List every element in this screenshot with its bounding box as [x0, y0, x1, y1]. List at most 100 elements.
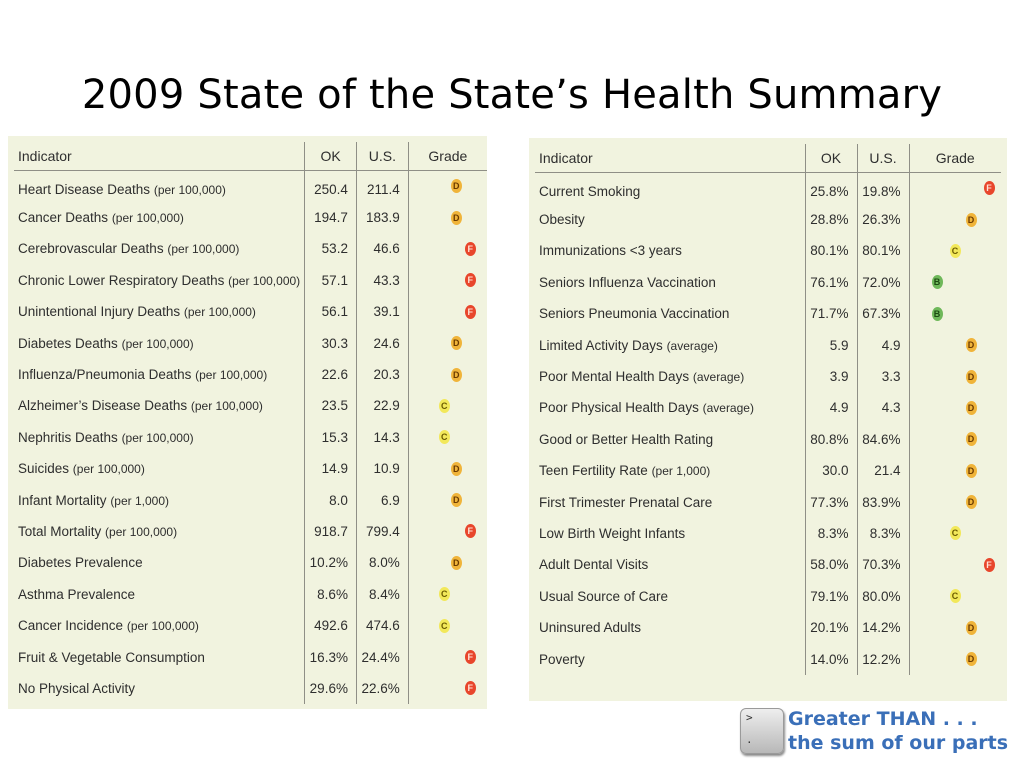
indicator-unit: (per 100,000): [111, 211, 184, 226]
right-indicator-table: Indicator OK U.S. Grade Current Smoking 2…: [535, 144, 1001, 675]
indicator-cell: Asthma Prevalence: [14, 579, 305, 610]
indicator-cell: Chronic Lower Respiratory Deaths (per 10…: [14, 265, 305, 296]
header-ok: OK: [304, 142, 357, 171]
grade-cell: D: [407, 547, 487, 579]
grade-badge-icon: B: [931, 275, 943, 290]
indicator-label: Seniors Pneumonia Vaccination: [539, 306, 730, 322]
table-row: No Physical Activity 29.6% 22.6% F: [14, 672, 487, 705]
header-grade: Grade: [908, 144, 1001, 173]
grade-cell: D: [908, 423, 1001, 456]
grade-cell: F: [908, 549, 1001, 581]
header-us: U.S.: [355, 142, 409, 171]
grade-badge-icon: C: [438, 587, 450, 602]
indicator-label: Fruit & Vegetable Consumption: [18, 649, 205, 665]
greater-than-logo: > . Greater THAN . . . the sum of our pa…: [740, 706, 1020, 762]
indicator-label: Current Smoking: [539, 183, 641, 199]
indicator-label: Diabetes Prevalence: [18, 555, 143, 571]
grade-cell: F: [407, 515, 487, 548]
indicator-label: Obesity: [539, 212, 585, 228]
ok-value: 250.4: [304, 170, 357, 202]
indicator-cell: Obesity: [535, 204, 805, 235]
indicator-cell: Total Mortality (per 100,000): [14, 516, 305, 547]
indicator-label: Poverty: [539, 651, 585, 667]
grade-badge-icon: D: [965, 463, 977, 478]
us-value: 474.6: [355, 609, 409, 642]
indicator-cell: Poverty: [535, 643, 805, 674]
ok-value: 3.9: [804, 360, 857, 393]
ok-value: 15.3: [304, 421, 357, 454]
grade-badge-icon: C: [438, 398, 450, 413]
indicator-cell: Unintentional Injury Deaths (per 100,000…: [14, 296, 305, 327]
ok-value: 25.8%: [804, 172, 857, 204]
indicator-unit: (per 100,000): [183, 305, 256, 320]
indicator-label: Seniors Influenza Vaccination: [539, 274, 716, 290]
indicator-cell: Usual Source of Care: [535, 581, 805, 612]
grade-cell: C: [407, 578, 487, 610]
grade-cell: D: [908, 360, 1001, 393]
indicator-cell: Uninsured Adults: [535, 612, 805, 643]
ok-value: 14.0%: [804, 643, 857, 675]
us-value: 3.3: [856, 360, 909, 393]
indicator-cell: Seniors Influenza Vaccination: [535, 267, 805, 298]
table-row: Low Birth Weight Infants 8.3% 8.3% C: [535, 517, 1001, 550]
us-value: 4.3: [856, 392, 909, 424]
us-value: 4.9: [856, 329, 909, 361]
us-value: 10.9: [355, 453, 409, 485]
header-ok: OK: [804, 144, 857, 173]
indicator-label: Asthma Prevalence: [18, 586, 136, 602]
us-value: 67.3%: [856, 298, 909, 330]
grade-badge-icon: D: [965, 652, 977, 667]
ok-value: 492.6: [304, 609, 357, 642]
indicator-label: Uninsured Adults: [539, 620, 642, 636]
ok-value: 194.7: [304, 201, 357, 234]
indicator-unit: (per 100,000): [167, 242, 240, 257]
table-row: Poor Mental Health Days (average) 3.9 3.3 D: [535, 360, 1001, 393]
grade-cell: F: [407, 296, 487, 328]
indicator-label: Nephritis Deaths: [18, 429, 118, 445]
table-row: Obesity 28.8% 26.3% D: [535, 203, 1001, 236]
table-row: Alzheimer’s Disease Deaths (per 100,000)…: [14, 390, 487, 422]
header-us: U.S.: [856, 144, 909, 173]
table-header-row: Indicator OK U.S. Grade: [14, 142, 487, 171]
grade-badge-icon: D: [450, 493, 462, 508]
indicator-unit: (per 100,000): [105, 524, 178, 539]
table-row: Poverty 14.0% 12.2% D: [535, 643, 1001, 675]
indicator-cell: Cerebrovascular Deaths (per 100,000): [14, 233, 305, 264]
indicator-cell: Good or Better Health Rating: [535, 424, 805, 455]
grade-badge-icon: D: [965, 369, 977, 384]
grade-badge-icon: D: [965, 432, 977, 447]
us-value: 43.3: [355, 264, 409, 297]
header-indicator: Indicator: [535, 144, 805, 173]
indicator-label: Usual Source of Care: [539, 588, 669, 604]
indicator-unit: (average): [702, 401, 754, 416]
table-row: Diabetes Prevalence 10.2% 8.0% D: [14, 547, 487, 579]
table-row: Limited Activity Days (average) 5.9 4.9 D: [535, 329, 1001, 361]
grade-cell: D: [908, 486, 1001, 518]
table-row: Unintentional Injury Deaths (per 100,000…: [14, 296, 487, 328]
grade-cell: C: [407, 609, 487, 642]
ok-value: 80.1%: [804, 235, 857, 267]
us-value: 19.8%: [856, 172, 909, 204]
indicator-cell: Infant Mortality (per 1,000): [14, 484, 305, 515]
grade-cell: F: [908, 172, 1001, 204]
ok-value: 58.0%: [804, 549, 857, 581]
us-value: 84.6%: [856, 423, 909, 456]
grade-badge-icon: D: [450, 210, 462, 225]
table-row: Immunizations <3 years 80.1% 80.1% C: [535, 235, 1001, 267]
indicator-label: Heart Disease Deaths: [18, 181, 151, 197]
grade-cell: D: [407, 327, 487, 359]
grade-badge-icon: D: [965, 400, 977, 415]
us-value: 12.2%: [856, 643, 909, 675]
grade-badge-icon: D: [965, 620, 977, 635]
indicator-cell: Alzheimer’s Disease Deaths (per 100,000): [14, 390, 305, 421]
grade-cell: D: [908, 329, 1001, 361]
grade-badge-icon: D: [450, 461, 462, 476]
indicator-label: Chronic Lower Respiratory Deaths: [18, 272, 225, 288]
ok-value: 29.6%: [304, 672, 357, 705]
indicator-cell: Poor Physical Health Days (average): [535, 392, 805, 423]
indicator-unit: (per 100,000): [190, 399, 263, 414]
indicator-cell: Fruit & Vegetable Consumption: [14, 641, 305, 672]
table-row: Asthma Prevalence 8.6% 8.4% C: [14, 578, 487, 610]
indicator-label: Unintentional Injury Deaths: [18, 304, 181, 320]
slide-title: 2009 State of the State’s Health Summary: [81, 72, 943, 118]
